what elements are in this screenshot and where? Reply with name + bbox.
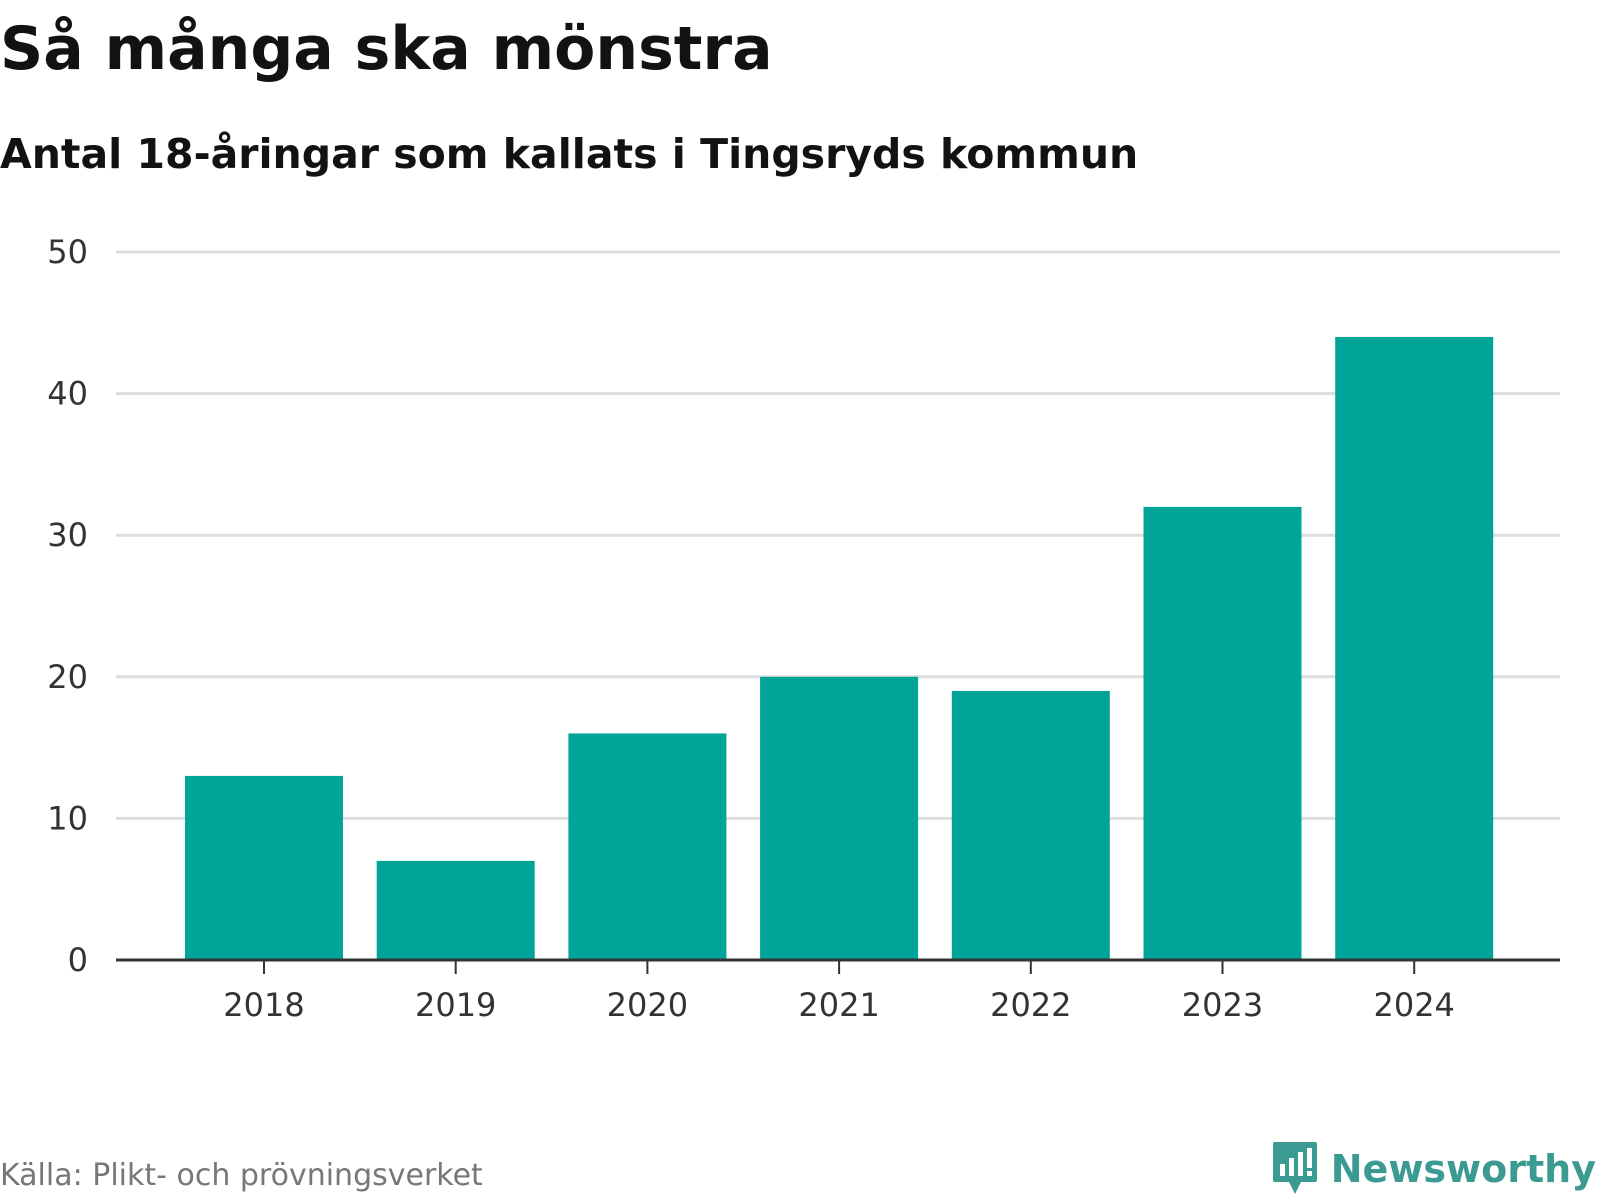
bar-2018 (185, 775, 343, 960)
bar-2021 (760, 676, 919, 960)
newsworthy-logo-icon (1272, 1142, 1317, 1194)
bar-2024 (1335, 336, 1494, 961)
x-tick-label: 2024 (1373, 986, 1454, 1024)
x-tick-label: 2023 (1182, 986, 1263, 1024)
brand-name: Newsworthy (1330, 1147, 1596, 1191)
y-tick-label: 0 (68, 941, 88, 979)
chart-subtitle: Antal 18-åringar som kallats i Tingsryds… (0, 130, 1139, 178)
y-tick-label: 10 (47, 799, 88, 837)
y-tick-label: 20 (47, 658, 88, 696)
x-tick-label: 2018 (223, 986, 304, 1024)
y-tick-label: 50 (47, 233, 88, 271)
chart-title: Så många ska mönstra (0, 14, 773, 84)
bar-2023 (1143, 506, 1302, 960)
x-tick-label: 2019 (415, 986, 496, 1024)
y-tick-label: 40 (47, 375, 88, 413)
bar-2022 (951, 690, 1110, 960)
y-tick-label: 30 (47, 516, 88, 554)
x-tick-label: 2022 (990, 986, 1071, 1024)
x-tick-label: 2021 (798, 986, 879, 1024)
x-tick-label: 2020 (607, 986, 688, 1024)
bar-2020 (568, 733, 727, 960)
source-note: Källa: Plikt- och prövningsverket (0, 1158, 483, 1193)
brand-logo: Newsworthy (1271, 1140, 1596, 1198)
bar-chart: 0 10 20 30 40 50 2018 2019 2020 2021 2022 2023 2024 (47, 233, 1560, 1024)
bar-2019 (376, 860, 535, 960)
